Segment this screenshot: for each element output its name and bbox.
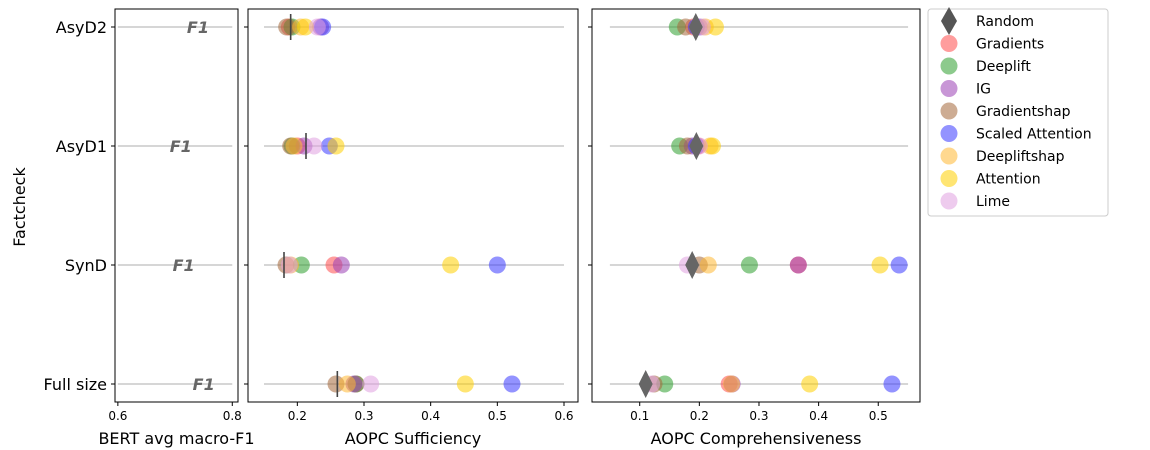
x-axis-label: AOPC Sufficiency — [345, 429, 481, 448]
panels: F1 F1 F1 F1 0.6 0.8 AsyD2 AsyD1 SynD Full size BER… — [44, 8, 921, 448]
point-scaled-attention-full-size — [883, 375, 901, 393]
panel-bert: F1 F1 F1 F1 0.6 0.8 AsyD2 AsyD1 SynD Full size BER… — [44, 8, 255, 448]
x-axis-label: BERT avg macro-F1 — [98, 429, 254, 448]
legend-marker-ig — [940, 80, 958, 97]
f1-marker-asyd2: F1 — [187, 18, 209, 37]
x-tick-label: 0.4 — [421, 409, 440, 423]
random-marker-synd — [685, 251, 700, 279]
legend-marker-lime — [940, 192, 958, 210]
legend-marker-deeplift — [940, 57, 958, 75]
point-attention-asyd1 — [703, 137, 721, 155]
random-marker-asyd1 — [689, 132, 704, 160]
legend-item-attention: Attention — [940, 170, 1041, 188]
y-axis-label: Factcheck — [10, 167, 29, 247]
x-tick-label: 0.3 — [749, 409, 768, 423]
legend-marker-deepliftshap — [940, 147, 958, 165]
legend-item-random: Random — [941, 7, 1034, 35]
legend-label-lime: Lime — [976, 194, 1010, 210]
point-lime-synd — [280, 256, 298, 274]
y-tick-label-synd: SynD — [65, 256, 107, 275]
x-tick-label: 0.5 — [869, 409, 888, 423]
x-tick-label: 0.1 — [630, 409, 649, 423]
point-attention-full-size — [456, 375, 474, 393]
x-tick-label: 0.5 — [488, 409, 507, 423]
f1-marker-full-size: F1 — [193, 375, 215, 394]
panel-frame — [591, 8, 921, 403]
legend-label-attention: Attention — [976, 172, 1041, 188]
point-deeplift-synd — [740, 256, 758, 274]
legend-label-deeplift: Deeplift — [976, 59, 1031, 75]
x-tick-label: 0.6 — [554, 409, 573, 423]
legend-label-deepliftshap: Deepliftshap — [976, 149, 1065, 165]
point-scaled-attention-synd — [890, 256, 908, 274]
legend-marker-random — [941, 7, 957, 35]
y-tick-label-asyd2: AsyD2 — [56, 18, 107, 37]
point-attention-asyd2 — [296, 18, 314, 36]
panel-sufficiency: 0.2 0.3 0.4 0.5 0.6 AOPC Sufficiency — [244, 8, 579, 448]
panel-frame — [114, 8, 239, 403]
legend-marker-attention — [940, 170, 958, 187]
legend-item-scaled-attention: Scaled Attention — [940, 125, 1092, 143]
point-deepliftshap-full-size — [723, 375, 741, 393]
x-tick-label: 0.4 — [809, 409, 828, 423]
legend: Random Gradients Deeplift IG Gradientshap Sca… — [927, 7, 1109, 217]
legend-label-scaled-attention: Scaled Attention — [976, 127, 1092, 143]
panel-frame — [247, 8, 579, 403]
point-scaled-attention-synd — [488, 256, 506, 274]
point-attention-asyd2 — [706, 18, 724, 36]
point-ig-synd — [789, 256, 807, 274]
x-tick-label: 0.3 — [354, 409, 373, 423]
legend-item-gradients: Gradients — [940, 35, 1044, 53]
legend-label-gradients: Gradients — [976, 37, 1044, 53]
x-tick-label: 0.2 — [690, 409, 709, 423]
legend-label-gradientshap: Gradientshap — [976, 104, 1071, 120]
point-attention-synd — [871, 256, 889, 274]
point-scaled-attention-full-size — [503, 375, 521, 393]
legend-item-deepliftshap: Deepliftshap — [940, 147, 1065, 165]
x-axis-label: AOPC Comprehensiveness — [651, 429, 862, 448]
legend-item-lime: Lime — [940, 192, 1010, 210]
legend-marker-gradients — [940, 35, 958, 52]
legend-marker-gradientshap — [940, 102, 958, 120]
point-lime-full-size — [362, 375, 380, 393]
legend-label-random: Random — [976, 14, 1034, 30]
x-tick-label: 0.2 — [288, 409, 307, 423]
x-tick-label: 0.8 — [223, 409, 242, 423]
point-deepliftshap-asyd1 — [285, 137, 303, 155]
legend-item-ig: IG — [940, 80, 991, 98]
point-ig-synd — [332, 256, 350, 274]
point-attention-synd — [442, 256, 460, 274]
random-marker-full-size — [638, 370, 653, 398]
random-marker-asyd2 — [688, 13, 703, 41]
f1-marker-asyd1: F1 — [170, 137, 192, 156]
legend-label-ig: IG — [976, 82, 991, 98]
f1-marker-synd: F1 — [173, 256, 195, 275]
point-lime-asyd2 — [308, 18, 326, 36]
legend-marker-scaled-attention — [940, 125, 958, 142]
x-tick-label: 0.6 — [108, 409, 127, 423]
legend-item-gradientshap: Gradientshap — [940, 102, 1071, 120]
panel-comprehensiveness: 0.1 0.2 0.3 0.4 0.5 AOPC Comprehensiveness — [588, 8, 921, 448]
point-deepliftshap-full-size — [338, 375, 356, 393]
point-attention-full-size — [801, 375, 819, 393]
y-tick-label-full-size: Full size — [44, 375, 107, 394]
legend-box — [927, 8, 1109, 217]
point-deepliftshap-synd — [699, 256, 717, 274]
point-attention-asyd1 — [327, 137, 345, 155]
legend-item-deeplift: Deeplift — [940, 57, 1031, 75]
point-lime-asyd1 — [305, 137, 323, 155]
y-tick-label-asyd1: AsyD1 — [56, 137, 107, 156]
